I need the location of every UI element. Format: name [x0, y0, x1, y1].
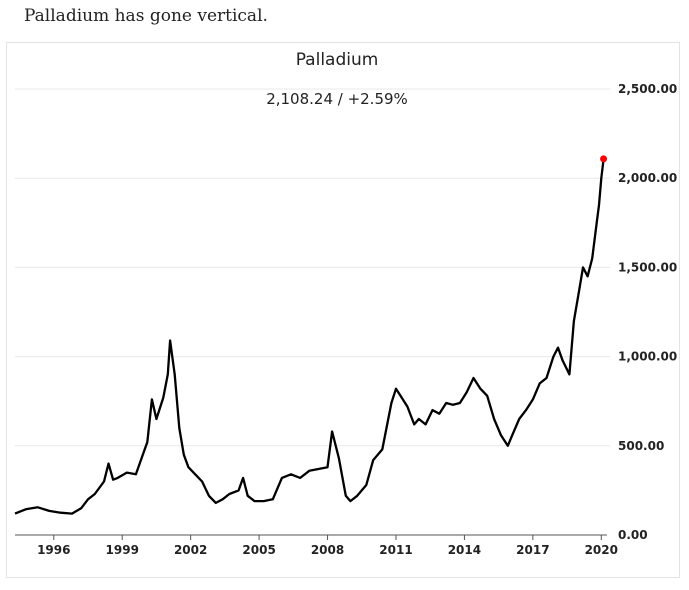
chart-title: Palladium	[296, 50, 379, 70]
x-tick-label: 2008	[311, 543, 344, 557]
y-tick-label: 1,000.00	[618, 350, 677, 364]
y-tick-label: 2,500.00	[618, 82, 677, 96]
x-tick-label: 2020	[585, 543, 618, 557]
x-tick-label: 2014	[448, 543, 481, 557]
y-tick-label: 1,500.00	[618, 260, 677, 274]
x-tick-label: 2005	[242, 543, 275, 557]
y-tick-label: 500.00	[618, 439, 664, 453]
chart-card: Palladium 2,108.24 / +2.59% 0.00 500.00 1,…	[6, 42, 680, 578]
x-tick-label: 1999	[106, 543, 139, 557]
palladium-chart: Palladium 2,108.24 / +2.59% 0.00 500.00 1,…	[14, 50, 677, 557]
gridlines	[15, 88, 610, 447]
post-caption: Palladium has gone vertical.	[24, 6, 268, 26]
x-axis: 1996 1999 2002 2005 2008 2011 2014 2017 2020	[15, 534, 618, 557]
latest-price-marker	[600, 155, 608, 163]
x-tick-label: 2011	[379, 543, 412, 557]
x-tick-label: 2002	[174, 543, 207, 557]
palladium-price-line	[14, 158, 605, 515]
x-tick-label: 2017	[516, 543, 549, 557]
price-readout: 2,108.24 / +2.59%	[266, 90, 408, 108]
y-tick-label: 2,000.00	[618, 171, 677, 185]
y-axis: 0.00 500.00 1,000.00 1,500.00 2,000.00 2,500.…	[618, 82, 677, 542]
y-tick-label: 0.00	[618, 528, 648, 542]
x-tick-label: 1996	[37, 543, 70, 557]
